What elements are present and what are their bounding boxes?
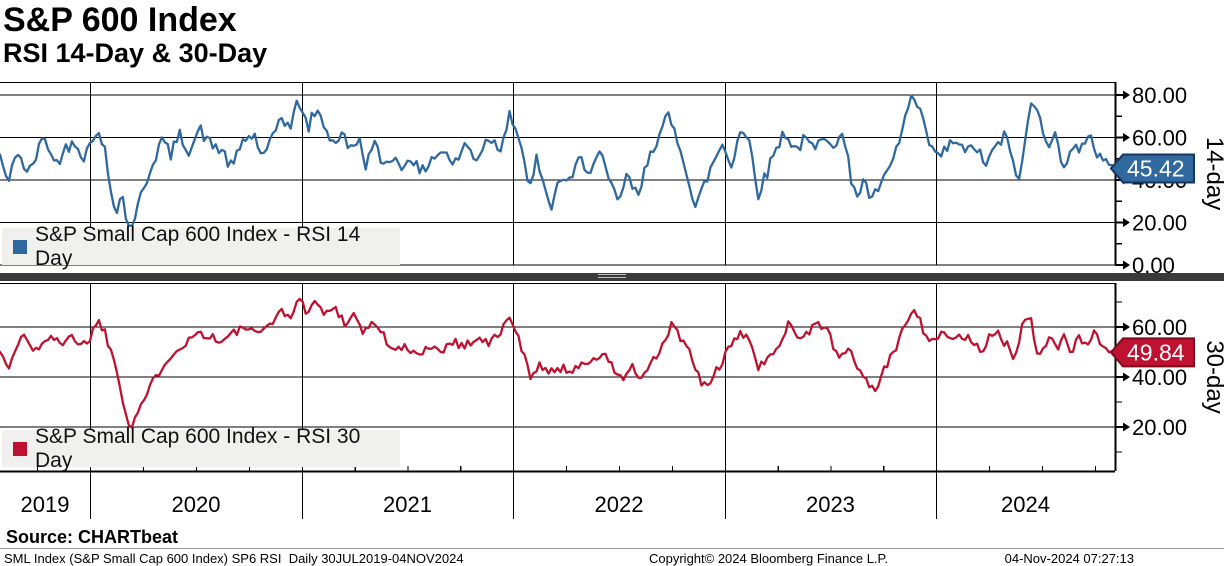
legend-swatch-rsi14-icon — [13, 239, 27, 254]
axis-label: 60.00 — [1132, 315, 1187, 340]
status-timestamp: 04-Nov-2024 07:27:13 — [1004, 551, 1134, 566]
axis-label: 80.00 — [1132, 83, 1187, 108]
source-line: Source: CHARTbeat — [6, 527, 179, 547]
panel-rsi-30-day — [0, 283, 1117, 471]
axis-label: 45.42 — [1127, 155, 1185, 181]
value-tag-shape — [1109, 153, 1195, 184]
year-label-2022: 2022 — [595, 492, 644, 517]
tick-arrow-icon — [1123, 322, 1130, 332]
year-label-2021: 2021 — [383, 492, 432, 517]
value-tag-shape — [1109, 337, 1195, 368]
axis-label: 20.00 — [1132, 415, 1187, 440]
panel-resize-handle[interactable] — [0, 273, 1224, 281]
series-line-14-day[interactable] — [0, 94, 1117, 227]
axis-title-30-day: 30-day — [1201, 340, 1224, 413]
axis-label: 49.84 — [1127, 339, 1185, 365]
status-copyright: Copyright© 2024 Bloomberg Finance L.P. — [649, 551, 889, 566]
page-title: S&P 600 Index — [3, 1, 237, 39]
year-label-2020: 2020 — [172, 492, 221, 517]
grip-icon — [598, 274, 626, 280]
tick-arrow-icon — [1123, 422, 1130, 432]
legend-rsi30-label: S&P Small Cap 600 Index - RSI 30 Day — [35, 424, 361, 472]
tick-arrow-icon — [1123, 132, 1130, 142]
legend-rsi14-label: S&P Small Cap 600 Index - RSI 14 Day — [35, 222, 361, 270]
chart-header: S&P 600 Index RSI 14-Day & 30-Day — [3, 0, 267, 67]
series-line-30-day[interactable] — [0, 297, 1117, 429]
axis-label: 40.00 — [1132, 365, 1187, 390]
legend-rsi14[interactable]: S&P Small Cap 600 Index - RSI 14 Day — [2, 223, 400, 270]
chart-subtitle: RSI 14-Day & 30-Day — [3, 38, 268, 69]
axis-title-14-day: 14-day — [1201, 137, 1224, 210]
panel-rsi-14-day — [0, 82, 1117, 266]
year-label-2023: 2023 — [806, 492, 855, 517]
tick-arrow-icon — [1123, 260, 1130, 270]
year-label-2019: 2019 — [21, 492, 70, 517]
footer-divider — [0, 548, 1224, 549]
axis-label: 60.00 — [1132, 125, 1187, 150]
year-label-2024: 2024 — [1001, 492, 1050, 517]
legend-swatch-rsi30-icon — [13, 441, 27, 456]
last-value-tag-30-day: 49.84 — [1109, 337, 1195, 368]
axis-label: 20.00 — [1132, 210, 1187, 235]
status-security-info: SML Index (S&P Small Cap 600 Index) SP6 … — [4, 551, 464, 566]
tick-arrow-icon — [1123, 217, 1130, 227]
tick-arrow-icon — [1123, 372, 1130, 382]
tick-arrow-icon — [1123, 90, 1130, 100]
status-bar: SML Index (S&P Small Cap 600 Index) SP6 … — [0, 550, 1224, 566]
right-axis-30-day: 60.00 40.00 20.00 30-day — [1114, 283, 1224, 471]
legend-rsi30[interactable]: S&P Small Cap 600 Index - RSI 30 Day — [2, 425, 400, 472]
x-axis: 2019 2020 2021 2022 2023 2024 — [0, 466, 1115, 519]
last-value-tag-14-day: 45.42 — [1109, 153, 1195, 184]
